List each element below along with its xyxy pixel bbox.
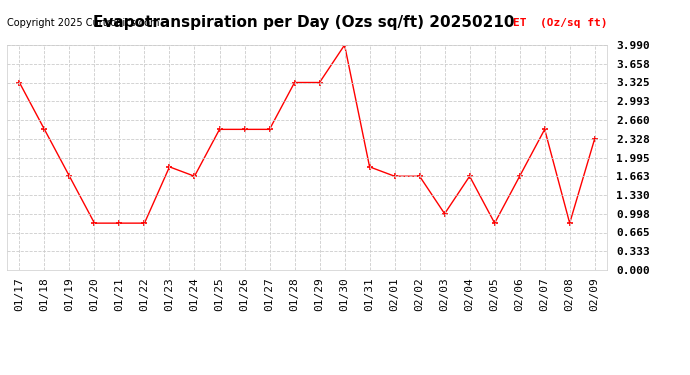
Text: Copyright 2025 Curtronics.com: Copyright 2025 Curtronics.com	[7, 18, 159, 28]
Text: Evapotranspiration per Day (Ozs sq/ft) 20250210: Evapotranspiration per Day (Ozs sq/ft) 2…	[93, 15, 514, 30]
Text: ET  (Oz/sq ft): ET (Oz/sq ft)	[513, 18, 607, 28]
